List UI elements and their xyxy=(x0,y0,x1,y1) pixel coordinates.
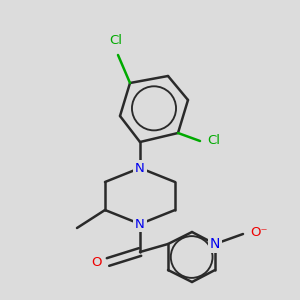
Text: N: N xyxy=(135,218,145,230)
Text: O: O xyxy=(91,256,101,268)
Text: O⁻: O⁻ xyxy=(250,226,268,238)
Text: N: N xyxy=(135,161,145,175)
Text: Cl: Cl xyxy=(110,34,122,47)
Text: Cl: Cl xyxy=(208,134,220,148)
Text: N: N xyxy=(210,237,220,251)
